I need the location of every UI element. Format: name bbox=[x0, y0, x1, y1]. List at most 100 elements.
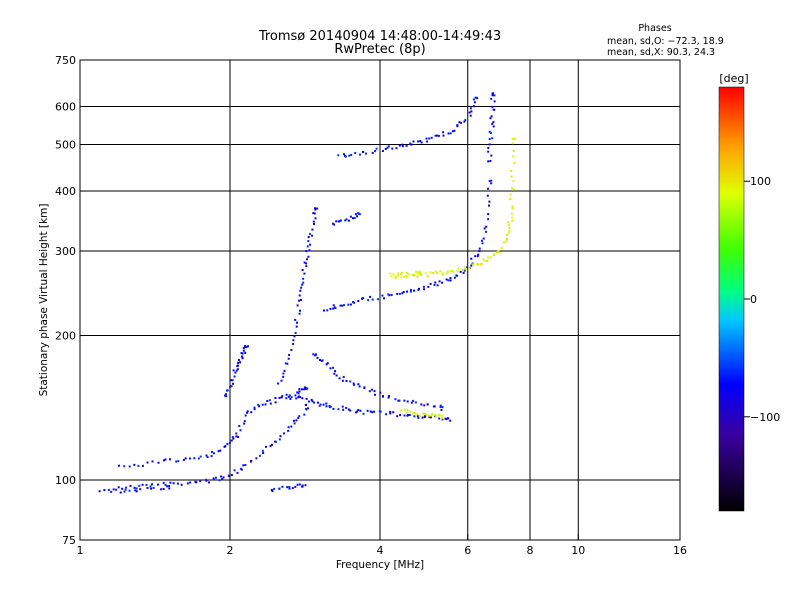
data-point bbox=[514, 137, 517, 140]
data-point bbox=[507, 231, 510, 234]
data-point bbox=[244, 414, 247, 417]
data-point bbox=[390, 293, 393, 296]
data-point bbox=[255, 457, 258, 460]
data-point bbox=[320, 359, 323, 362]
data-point bbox=[451, 270, 454, 273]
data-point bbox=[411, 273, 414, 276]
data-point bbox=[493, 254, 495, 257]
colorbar-tick-label: 0 bbox=[750, 293, 757, 306]
phases-o-line: mean, sd,O: −72.3, 18.9 bbox=[607, 36, 724, 47]
data-point bbox=[487, 256, 489, 259]
data-point bbox=[235, 369, 238, 372]
data-point bbox=[342, 408, 345, 411]
data-point bbox=[469, 114, 472, 117]
data-point bbox=[409, 288, 412, 291]
data-point bbox=[482, 258, 485, 261]
data-point bbox=[297, 392, 300, 395]
data-point bbox=[409, 410, 412, 413]
data-point bbox=[283, 369, 286, 372]
data-point bbox=[441, 273, 444, 276]
data-point bbox=[462, 269, 465, 271]
data-point bbox=[301, 269, 304, 271]
data-point bbox=[304, 388, 307, 390]
data-point bbox=[234, 371, 237, 374]
data-point bbox=[137, 464, 140, 467]
data-point bbox=[417, 140, 420, 143]
data-point bbox=[446, 270, 449, 273]
data-point bbox=[511, 187, 513, 190]
data-point bbox=[513, 161, 516, 164]
data-point bbox=[425, 137, 428, 140]
data-point bbox=[397, 272, 400, 275]
data-point bbox=[291, 487, 294, 490]
data-point bbox=[405, 274, 408, 277]
data-point bbox=[441, 406, 444, 409]
data-point bbox=[229, 385, 232, 388]
data-point bbox=[399, 414, 402, 417]
data-point bbox=[337, 220, 340, 223]
data-point bbox=[442, 134, 445, 137]
data-point bbox=[275, 440, 277, 443]
data-point bbox=[507, 221, 510, 224]
data-point bbox=[511, 205, 514, 208]
data-point bbox=[451, 130, 454, 133]
data-point bbox=[172, 482, 175, 485]
data-point bbox=[429, 271, 432, 274]
data-point bbox=[237, 364, 239, 367]
data-point bbox=[366, 409, 369, 412]
data-point bbox=[313, 401, 316, 404]
data-point bbox=[507, 224, 510, 227]
data-point bbox=[258, 405, 261, 408]
data-point bbox=[490, 179, 493, 182]
data-point bbox=[479, 262, 482, 265]
data-point bbox=[365, 152, 367, 155]
data-point bbox=[470, 257, 473, 260]
data-point bbox=[307, 240, 310, 243]
data-point bbox=[246, 411, 249, 414]
data-point bbox=[296, 391, 299, 394]
data-point bbox=[388, 395, 390, 398]
data-point bbox=[508, 226, 511, 229]
data-point bbox=[151, 460, 154, 463]
data-point bbox=[197, 457, 200, 460]
data-point bbox=[342, 375, 345, 378]
data-point bbox=[274, 401, 277, 404]
data-point bbox=[162, 488, 165, 490]
data-point bbox=[269, 402, 272, 405]
data-point bbox=[362, 297, 365, 300]
data-point bbox=[440, 414, 443, 417]
data-point bbox=[431, 412, 434, 415]
data-point bbox=[301, 484, 304, 487]
data-point bbox=[242, 464, 245, 467]
data-point bbox=[268, 399, 271, 402]
data-point bbox=[211, 450, 213, 453]
data-point bbox=[295, 419, 298, 422]
data-point bbox=[278, 487, 281, 490]
data-point bbox=[121, 487, 124, 490]
data-point bbox=[303, 388, 305, 391]
data-point bbox=[309, 232, 311, 235]
data-point bbox=[414, 412, 417, 415]
y-axis-ticks: 75 100 200 300 400 500 600 750 bbox=[55, 54, 86, 547]
data-point bbox=[146, 487, 149, 489]
x-tick-label: 8 bbox=[527, 544, 534, 557]
data-point bbox=[152, 486, 155, 489]
data-point bbox=[312, 220, 315, 223]
data-point bbox=[432, 272, 435, 274]
data-point bbox=[235, 435, 238, 438]
data-point bbox=[240, 352, 243, 354]
data-point bbox=[387, 145, 390, 148]
data-point bbox=[332, 366, 334, 369]
data-point bbox=[406, 400, 409, 403]
data-point bbox=[189, 481, 192, 484]
data-point bbox=[488, 138, 491, 140]
data-point bbox=[429, 282, 432, 285]
data-point bbox=[231, 436, 234, 439]
data-point bbox=[316, 207, 319, 210]
data-point bbox=[319, 403, 322, 406]
data-point bbox=[244, 464, 247, 467]
data-point bbox=[349, 215, 352, 218]
data-point bbox=[481, 242, 484, 245]
data-point bbox=[280, 396, 283, 399]
data-point bbox=[285, 393, 288, 396]
